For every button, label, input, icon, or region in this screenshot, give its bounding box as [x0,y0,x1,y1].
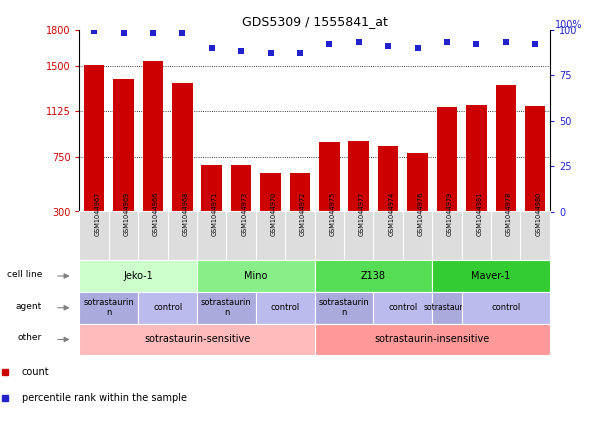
Text: agent: agent [16,302,42,310]
Text: GSM1044967: GSM1044967 [94,192,100,236]
Text: GSM1044971: GSM1044971 [212,192,218,236]
Text: Jeko-1: Jeko-1 [123,271,153,281]
Text: GSM1044977: GSM1044977 [359,192,365,236]
Text: GSM1044974: GSM1044974 [388,192,394,236]
Point [148,30,158,37]
Bar [496,85,516,212]
Text: control: control [153,303,182,312]
Point [501,39,511,46]
Text: sotrastaurin
n: sotrastaurin n [319,298,370,317]
Point [472,41,481,47]
Point [530,41,540,47]
Point [324,41,334,47]
Point [295,50,305,57]
Point [354,39,364,46]
Bar [84,65,104,211]
Point [207,44,217,51]
Text: sotrastaurin: sotrastaurin [423,303,470,312]
Point [236,48,246,55]
Bar [172,83,192,212]
Text: sotrastaurin
n: sotrastaurin n [201,298,252,317]
Point [383,43,393,49]
Text: sotrastaurin-insensitive: sotrastaurin-insensitive [375,335,490,344]
Text: GSM1044970: GSM1044970 [271,192,277,236]
Point [266,50,276,57]
Bar [348,141,369,212]
Text: 100%: 100% [555,19,582,30]
Point [177,30,187,37]
Text: Z138: Z138 [361,271,386,281]
Text: GSM1044976: GSM1044976 [417,192,423,236]
Text: GSM1044979: GSM1044979 [447,192,453,236]
Text: control: control [388,303,417,312]
Text: GSM1044969: GSM1044969 [123,192,130,236]
Point [119,30,128,37]
Text: GSM1044975: GSM1044975 [329,192,335,236]
Bar [113,80,134,212]
Text: sotrastaurin
n: sotrastaurin n [84,298,134,317]
Bar [408,153,428,212]
Bar [525,106,546,212]
Text: sotrastaurin-sensitive: sotrastaurin-sensitive [144,335,250,344]
Bar [231,165,252,212]
Text: count: count [22,367,49,377]
Bar [142,60,163,212]
Point [412,44,422,51]
Text: control: control [491,303,521,312]
Text: GSM1044980: GSM1044980 [535,192,541,236]
Bar [466,105,487,212]
Point [89,28,99,35]
Text: percentile rank within the sample: percentile rank within the sample [22,393,187,403]
Text: cell line: cell line [7,270,42,279]
Title: GDS5309 / 1555841_at: GDS5309 / 1555841_at [242,16,387,28]
Text: other: other [18,333,42,342]
Text: GSM1044973: GSM1044973 [241,192,247,236]
Text: GSM1044978: GSM1044978 [506,192,512,236]
Bar [290,173,310,212]
Bar [378,146,398,212]
Bar [437,107,457,212]
Point [442,39,452,46]
Text: GSM1044968: GSM1044968 [182,192,188,236]
Bar [260,173,281,212]
Bar [202,165,222,212]
Text: GSM1044966: GSM1044966 [153,192,159,236]
Text: GSM1044981: GSM1044981 [477,192,483,236]
Text: GSM1044972: GSM1044972 [300,192,306,236]
Text: Mino: Mino [244,271,268,281]
Text: Maver-1: Maver-1 [472,271,511,281]
Bar [319,143,340,212]
Text: control: control [271,303,300,312]
